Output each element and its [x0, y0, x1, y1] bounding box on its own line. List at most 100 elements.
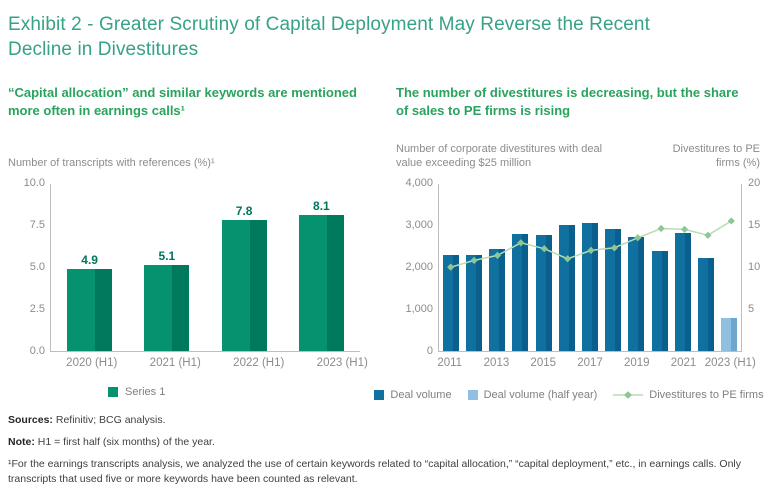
x-tick-label: 2013	[483, 357, 510, 370]
footnote-line: ¹For the earnings transcripts analysis, …	[8, 457, 742, 485]
left-chart-header: “Capital allocation” and similar keyword…	[8, 85, 357, 119]
bar	[651, 250, 668, 352]
sources-line: Sources: Refinitiv; BCG analysis.	[8, 413, 760, 428]
bars-row: 4.9 5.1 7.8 8.1	[51, 184, 360, 352]
bar-slot	[439, 184, 462, 352]
divestitures-chart-panel: The number of divestitures is decreasing…	[374, 84, 764, 402]
transcripts-chart-panel: “Capital allocation” and similar keyword…	[8, 84, 384, 401]
note-line: Note: H1 = first half (six months) of th…	[8, 435, 760, 450]
footer: Sources: Refinitiv; BCG analysis. Note: …	[8, 413, 760, 487]
right-chart-left-axis-caption: Number of corporate divestitures with de…	[396, 142, 603, 169]
exhibit-title: Exhibit 2 - Greater Scrutiny of Capital …	[8, 14, 650, 61]
bar	[489, 249, 506, 352]
bar	[144, 265, 190, 352]
y-tick-label-right: 20	[748, 177, 761, 190]
bar-value-label: 8.1	[313, 199, 330, 214]
bar	[628, 236, 645, 352]
x-tick-label: 2021	[670, 357, 697, 370]
bar	[67, 268, 113, 352]
bar	[535, 235, 552, 352]
bar	[442, 254, 459, 352]
transcripts-bar-plot: 0.0 2.5 5.0 7.5 10.0 4.9 5.1 7.8 8.1	[24, 178, 360, 357]
bar-value-label: 5.1	[158, 249, 176, 264]
bar-slot	[532, 184, 555, 352]
bar-slot	[578, 184, 601, 352]
bar-slot	[485, 184, 508, 352]
bars-row	[439, 184, 741, 352]
y-tick-label: 4,000	[405, 177, 433, 190]
x-tick-label: 2015	[530, 357, 557, 370]
right-chart-right-axis-caption: Divestitures to PE firms (%)	[672, 142, 760, 169]
left-y-axis-caption: Number of transcripts with references (%…	[8, 156, 215, 169]
bar-value-label: 7.8	[235, 204, 253, 219]
bar	[605, 228, 622, 352]
y-tick-label: 2.5	[29, 303, 45, 316]
bar	[698, 258, 715, 352]
bar	[674, 233, 691, 352]
right-chart-legend: Deal volume Deal volume (half year) Dive…	[374, 389, 764, 402]
bar	[221, 220, 267, 352]
x-tick-label: 2023 (H1)	[704, 357, 756, 370]
bar-slot	[462, 184, 485, 352]
bar-slot: 5.1	[128, 184, 205, 352]
y-tick-label: 2,000	[405, 261, 433, 274]
y-tick-label-right: 10	[748, 261, 761, 274]
x-tick-label: 2022 (H1)	[233, 357, 285, 370]
sources-label: Sources:	[8, 414, 53, 427]
bar-slot	[625, 184, 648, 352]
bar-slot: 8.1	[283, 184, 360, 352]
bar	[298, 215, 344, 352]
left-chart-legend: Series 1	[108, 386, 384, 398]
y-tick-label: 1,000	[405, 303, 433, 316]
deal-volume-legend-label: Deal volume	[390, 389, 452, 402]
y-tick-label: 5.0	[29, 261, 45, 274]
x-tick-label: 2011	[437, 357, 463, 370]
deal-volume-legend-item: Deal volume	[374, 389, 452, 402]
trend-line-legend-sample-icon	[613, 391, 644, 399]
right-chart-header: The number of divestitures is decreasing…	[396, 85, 739, 119]
bar	[558, 224, 575, 352]
y-tick-label: 0	[426, 345, 433, 358]
series1-legend-label: Series 1	[125, 386, 166, 399]
bar-slot	[648, 184, 671, 352]
bar-slot	[509, 184, 532, 352]
note-text: H1 = first half (six months) of the year…	[34, 436, 215, 449]
deal-volume-half-legend-item: Deal volume (half year)	[467, 389, 598, 402]
note-label: Note:	[8, 436, 35, 449]
y-tick-label: 10.0	[23, 177, 45, 190]
bar-value-label: 4.9	[81, 252, 98, 267]
deal-volume-swatch	[374, 390, 385, 401]
y-tick-label: 7.5	[29, 219, 45, 232]
right-x-axis-labels: 2011 2013 2015 2017 2019 2021 2023 (H1)	[437, 357, 760, 372]
left-axis-caption-row: Number of transcripts with references (%…	[8, 130, 384, 170]
deal-volume-half-legend-label: Deal volume (half year)	[483, 389, 598, 402]
pe-firms-legend-item: Divestitures to PE firms	[613, 389, 764, 402]
pe-firms-legend-label: Divestitures to PE firms	[649, 389, 764, 402]
y-tick-label-right: 15	[748, 219, 761, 232]
x-tick-label: 2020 (H1)	[66, 357, 118, 370]
bar	[582, 222, 599, 352]
x-tick-label: 2023 (H1)	[316, 357, 368, 370]
series1-swatch	[108, 387, 118, 398]
bar-slot	[602, 184, 625, 352]
bar-slot	[671, 184, 694, 352]
deal-volume-half-swatch	[467, 390, 478, 401]
x-tick-label: 2019	[623, 357, 650, 370]
charts-row: “Capital allocation” and similar keyword…	[8, 84, 764, 402]
bar-slot	[555, 184, 578, 352]
y-tick-label-right: 5	[748, 303, 755, 316]
bar	[465, 255, 482, 352]
y-tick-label: 0.0	[29, 345, 45, 358]
right-axis-caption-row: Number of corporate divestitures with de…	[396, 130, 760, 170]
y-tick-label: 3,000	[405, 219, 433, 232]
x-tick-label: 2017	[577, 357, 603, 370]
bar	[721, 318, 738, 352]
bar	[512, 234, 529, 352]
bar-slot: 4.9	[51, 184, 128, 352]
x-tick-label: 2021 (H1)	[149, 357, 201, 370]
bar-slot	[718, 184, 741, 352]
left-x-axis-labels: 2020 (H1) 2021 (H1) 2022 (H1) 2023 (H1)	[50, 357, 384, 369]
divestitures-combo-plot: 0 1,000 2,000 3,000 4,000 5 10 15 20	[405, 178, 760, 357]
sources-text: Refinitiv; BCG analysis.	[52, 414, 166, 427]
